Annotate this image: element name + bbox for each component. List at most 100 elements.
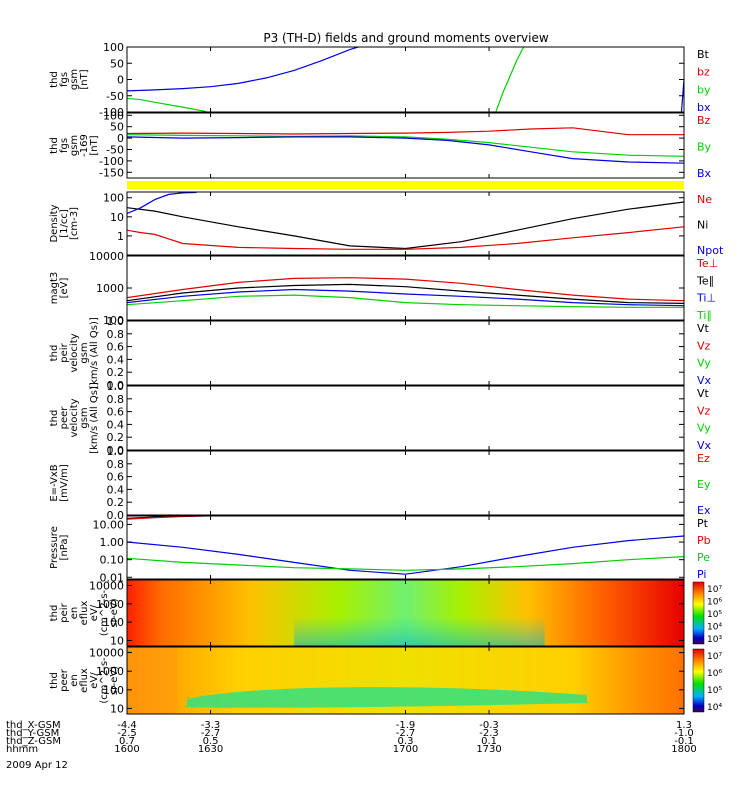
x-row-value: -0.1 xyxy=(674,736,694,747)
y-axis-label: [mV/m] xyxy=(59,464,70,502)
legend-entry: Pi xyxy=(697,568,706,581)
x-row-value: -1.9 xyxy=(396,720,416,731)
panel-frame xyxy=(126,255,685,321)
y-tick-label: 0.8 xyxy=(107,393,125,406)
y-axis-label: velocity xyxy=(69,398,80,437)
x-row-value: 1630 xyxy=(198,744,223,755)
series-line-Ti⊥ xyxy=(127,288,684,307)
panel-fgs: 100 50 0 -50 -100 thd fgs gsm [nT] Bt bz by bx xyxy=(49,41,711,119)
y-axis-label: [1/cc] xyxy=(59,209,70,238)
y-tick-label: 0 xyxy=(117,74,124,87)
legend-entry: Ez xyxy=(697,452,710,465)
y-tick-label: 0.2 xyxy=(107,496,125,509)
y-axis-label: eflux xyxy=(79,668,90,693)
legend-entry: Ti∥ xyxy=(696,309,712,322)
legend-entry: Vx xyxy=(697,374,712,387)
colorbar-tick-label: 10⁵ xyxy=(707,686,722,696)
y-axis-label: [nT] xyxy=(79,69,90,89)
legend-entry: Te⊥ xyxy=(696,257,718,270)
legend-entry: by xyxy=(697,83,711,96)
y-tick-label: 100 xyxy=(103,109,124,122)
y-tick-label: 10000 xyxy=(89,647,124,660)
y-axis-label: [eV] xyxy=(59,278,70,299)
y-axis-label: [cm-3] xyxy=(69,207,80,240)
y-axis-label: thd xyxy=(49,605,60,622)
panel-flag xyxy=(127,181,684,189)
series-line-Npot xyxy=(127,192,197,215)
y-axis-label: en xyxy=(69,674,80,687)
colorbar-tick-label: 10⁶ xyxy=(707,598,722,608)
legend-entry: Pb xyxy=(697,534,711,547)
colorbar-tick-label: 10⁷ xyxy=(707,585,722,595)
series-line-Ni xyxy=(127,201,684,250)
y-axis-label: thd xyxy=(49,410,60,427)
x-row-label: thd_Y-GSM xyxy=(6,728,59,739)
colorbar-tick-label: 10³ xyxy=(707,635,722,645)
y-axis-label: thd xyxy=(49,71,60,88)
y-axis-label: eflux xyxy=(79,601,90,626)
y-axis-label: -169 xyxy=(79,134,90,157)
spectrogram-ion-low xyxy=(294,580,545,646)
x-row-value: 1700 xyxy=(393,744,418,755)
x-row-value: 1800 xyxy=(671,744,696,755)
x-row-value: 0.7 xyxy=(119,736,135,747)
y-tick-label: 0.8 xyxy=(107,328,125,341)
y-axis-label: eV/ xyxy=(89,672,100,689)
x-row-value: -2.7 xyxy=(201,728,221,739)
legend-entry: Vt xyxy=(697,387,710,400)
panel-temp: 10000 1000 100 magt3 [eV] Te⊥ Te∥ Ti⊥ Ti∥ xyxy=(49,250,718,327)
panel-density: 100 10 1 Density [1/cc] [cm-3] Ne Ni Npot xyxy=(49,191,724,257)
y-tick-label: 0.01 xyxy=(100,571,125,584)
y-tick-label: 0.8 xyxy=(107,458,125,471)
y-axis-label: sr-eV) xyxy=(109,666,120,695)
legend-entry: Vy xyxy=(697,357,711,370)
y-axis-label: gsm xyxy=(79,407,90,428)
y-tick-label: 0.4 xyxy=(107,418,125,431)
x-row-value: 0.1 xyxy=(481,736,497,747)
y-axis-label: E=-VxB xyxy=(49,464,60,501)
x-row-value: 1600 xyxy=(114,744,139,755)
figure-title: P3 (TH-D) fields and ground moments over… xyxy=(263,31,548,45)
y-axis-label: thd xyxy=(49,137,60,154)
series-line-Pi xyxy=(127,535,684,575)
y-tick-label: 1000 xyxy=(96,598,124,611)
series-line-Ne xyxy=(127,226,684,250)
colorbar-peir_en xyxy=(692,581,705,645)
y-tick-label: 1.00 xyxy=(100,536,125,549)
x-row-value: -1.0 xyxy=(674,728,694,739)
colorbar-tick-label: 10⁶ xyxy=(707,669,722,679)
y-axis-label: (cm^2-s- xyxy=(99,657,110,704)
y-tick-label: 100 xyxy=(103,192,124,205)
legend-entry: bz xyxy=(697,66,710,79)
colorbar-tick-label: 10⁷ xyxy=(707,652,722,662)
y-axis-label: gsm xyxy=(69,69,80,90)
x-row-value: -2.7 xyxy=(396,728,416,739)
legend-entry: Vy xyxy=(697,422,711,435)
y-tick-label: 10 xyxy=(110,634,124,647)
legend-entry: Ex xyxy=(697,504,711,517)
y-tick-label: 0.0 xyxy=(107,509,125,522)
series-line-bx xyxy=(127,47,361,92)
y-axis-label: sr-eV) xyxy=(109,598,120,627)
y-tick-label: 1.0 xyxy=(107,315,125,328)
y-tick-label: 100 xyxy=(103,41,124,54)
date-label: 2009 Apr 12 xyxy=(6,760,68,771)
x-row-value: -2.5 xyxy=(117,728,137,739)
series-line-Pe xyxy=(127,556,684,571)
y-axis-label: [nT] xyxy=(89,135,100,155)
panel-frame xyxy=(126,112,685,179)
colorbar-tick-label: 10⁴ xyxy=(707,623,722,633)
y-axis-label: gsm xyxy=(69,135,80,156)
legend-entry: Vz xyxy=(697,339,711,352)
panel-frame xyxy=(126,515,685,580)
legend-entry: By xyxy=(697,141,712,154)
panel-peir_en: 10⁷ 10⁶ 10⁵ 10⁴ 10³ 10000 1000 100 10 thd peir en ef… xyxy=(49,579,722,647)
y-axis-label: magt3 xyxy=(49,272,60,305)
y-axis-label: (cm^2-s- xyxy=(99,589,110,636)
y-tick-label: 10 xyxy=(110,211,124,224)
y-axis-label: eV/ xyxy=(89,604,100,621)
y-tick-label: 0.10 xyxy=(100,554,125,567)
